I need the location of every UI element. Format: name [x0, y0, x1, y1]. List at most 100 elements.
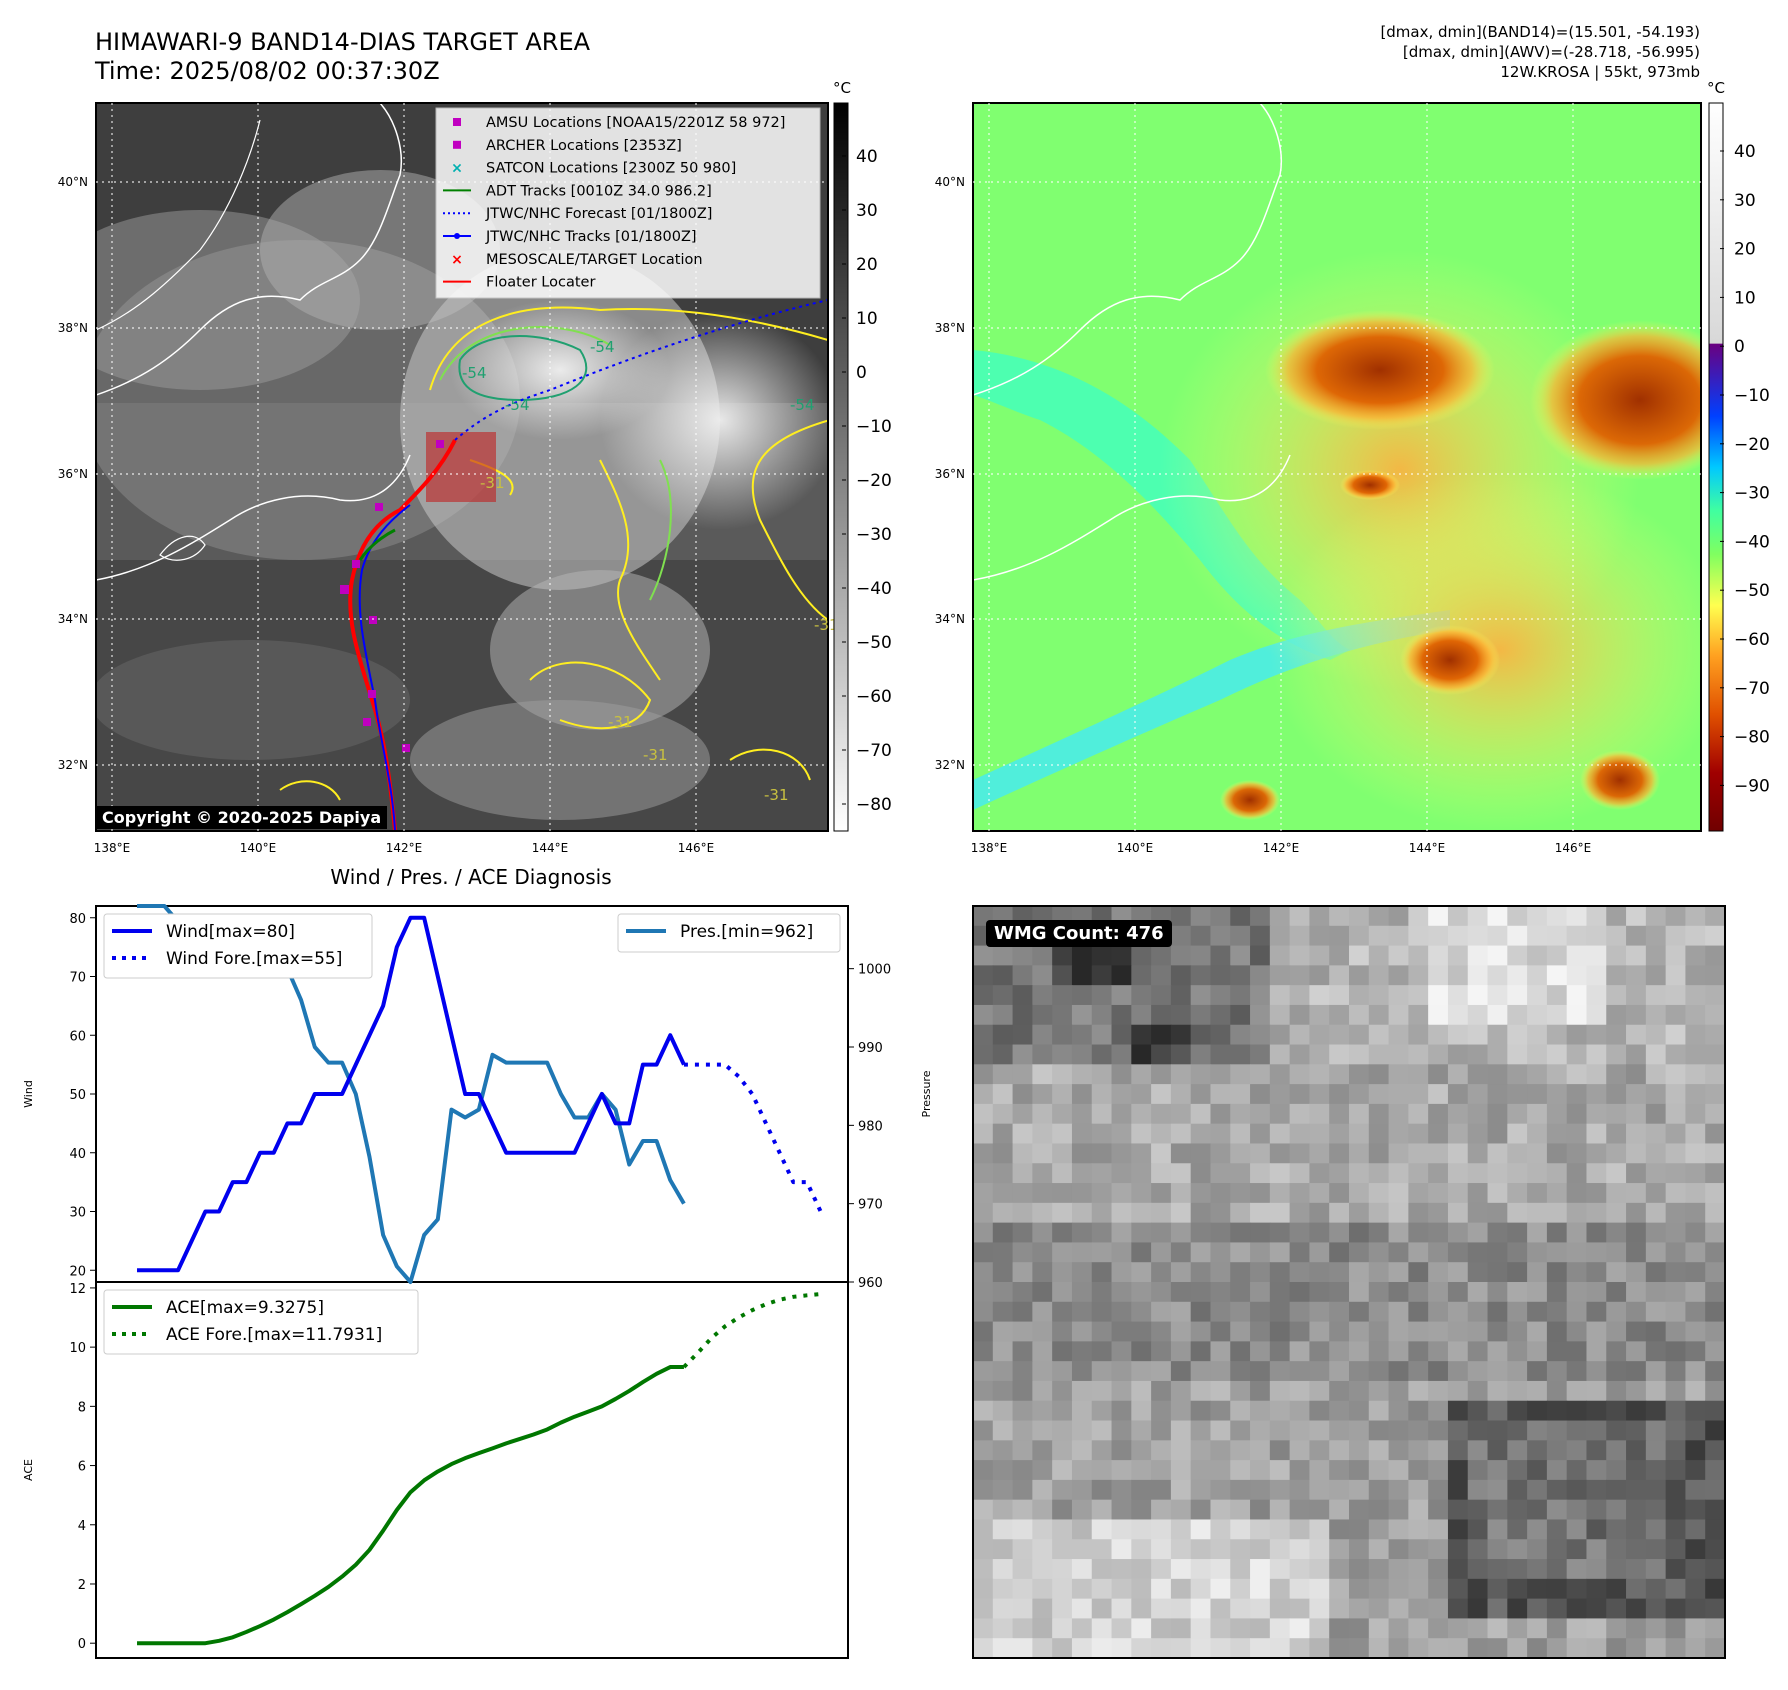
wmg-cell [1467, 1341, 1489, 1362]
wmg-cell [1250, 1598, 1271, 1620]
wmg-cell [1131, 1479, 1152, 1501]
wmg-cell [1645, 1618, 1667, 1639]
wind-tick-label: 50 [69, 1088, 86, 1103]
wmg-cell [1071, 1222, 1093, 1244]
wmg-cell [1052, 1262, 1073, 1283]
wmg-cell [1606, 1380, 1627, 1402]
wmg-cell [1447, 1618, 1469, 1639]
wmg-cell [1111, 1143, 1132, 1164]
wmg-cell [1685, 1420, 1706, 1441]
colorbar-tick-label: 20 [856, 255, 878, 275]
diagnosis-panel: Wind / Pres. / ACE Diagnosis Wind Pressu… [22, 865, 933, 1659]
wmg-cell [1586, 985, 1607, 1006]
wmg-cell [1507, 1143, 1528, 1164]
wmg-cell [1626, 1123, 1647, 1145]
wmg-cell [1269, 1222, 1291, 1244]
wmg-cell [1685, 1479, 1706, 1501]
wmg-cell [1467, 1499, 1489, 1521]
wmg-cell [1388, 906, 1409, 927]
wmg-cell [1151, 945, 1172, 966]
wmg-cell [1665, 965, 1687, 986]
wmg-cell [1250, 1064, 1271, 1085]
wmg-cell [1012, 1499, 1033, 1521]
wmg-cell [1487, 1578, 1508, 1600]
wmg-cell [1269, 965, 1291, 986]
wmg-cell [1388, 945, 1409, 966]
wmg-cell [1230, 1202, 1251, 1224]
wmg-cell [1408, 1578, 1429, 1600]
wmg-cell [1349, 1559, 1370, 1580]
wmg-cell [1190, 965, 1212, 986]
wmg-cell [1507, 1044, 1528, 1065]
wmg-cell [1467, 1242, 1489, 1263]
wmg-cell [1447, 1282, 1469, 1303]
wind-ylabel: Wind [22, 1080, 35, 1108]
wmg-cell [1111, 1559, 1132, 1580]
wmg-cell [1467, 1361, 1489, 1382]
wmg-cell [1012, 1163, 1033, 1184]
wmg-cell [1012, 1044, 1033, 1065]
wmg-cell [1190, 1559, 1212, 1580]
wmg-cell [1626, 1084, 1647, 1105]
wind-line [137, 915, 686, 1273]
wmg-cell [1428, 945, 1449, 966]
wmg-cell [1705, 1183, 1726, 1204]
wmg-cell [1210, 1559, 1231, 1580]
wmg-cell [973, 1519, 994, 1540]
wmg-cell [1428, 1638, 1449, 1659]
wmg-cell [1329, 1460, 1350, 1481]
wmg-cell [1428, 1103, 1449, 1125]
wmg-cell [1388, 1380, 1409, 1402]
wmg-cell [1071, 1064, 1093, 1085]
wmg-cell [1685, 906, 1706, 927]
wmg-cell [1111, 1282, 1132, 1303]
wmg-cell [1566, 1420, 1588, 1441]
contour-label: -31 [764, 786, 789, 804]
wmg-cell [1566, 1163, 1588, 1184]
wmg-cell [1032, 1440, 1053, 1461]
wmg-cell [1388, 1282, 1409, 1303]
wmg-cell [1645, 1123, 1667, 1145]
wmg-cell [1368, 1539, 1390, 1560]
wmg-cell [1269, 1084, 1291, 1105]
wmg-cell [1269, 1341, 1291, 1362]
wmg-cell [1052, 985, 1073, 1006]
wmg-cell [1269, 1163, 1291, 1184]
wmg-cell [1091, 1084, 1113, 1105]
ace-line [137, 1364, 684, 1646]
wmg-cell [1388, 1499, 1409, 1521]
wmg-cell [1052, 1321, 1073, 1342]
wmg-cell [1269, 1400, 1291, 1422]
legend-item-label: JTWC/NHC Tracks [01/1800Z] [485, 229, 697, 245]
wmg-cell [1368, 1598, 1390, 1620]
wmg-cell [1527, 1638, 1548, 1659]
lat-tick-label: 36°N [935, 467, 965, 481]
wmg-cell [1546, 1123, 1568, 1145]
wmg-cell [1388, 1539, 1409, 1560]
wmg-cell [1527, 1103, 1548, 1125]
wmg-cell [1586, 1004, 1607, 1026]
wmg-cell [1705, 1301, 1726, 1323]
ace-tick-label: 0 [78, 1637, 86, 1652]
wmg-cell [1309, 1598, 1330, 1620]
wmg-cell [1032, 1499, 1053, 1521]
wmg-cell [1151, 1044, 1172, 1065]
wmg-cell [1071, 1341, 1093, 1362]
wmg-cell [1190, 1064, 1212, 1085]
wmg-cell [1151, 1400, 1172, 1422]
wmg-cell [1467, 1004, 1489, 1026]
wmg-cell [1428, 1262, 1449, 1283]
pressure-tick-label: 960 [858, 1276, 883, 1291]
wmg-cell [1210, 906, 1231, 927]
wmg-cell [1527, 1479, 1548, 1501]
wmg-cell [1309, 1361, 1330, 1382]
wmg-cell [1091, 1519, 1113, 1540]
wmg-cell [973, 1024, 994, 1046]
wmg-cell [1507, 1361, 1528, 1382]
wmg-cell [1388, 1183, 1409, 1204]
wmg-cell [1052, 1024, 1073, 1046]
info-line1: [dmax, dmin](BAND14)=(15.501, -54.193) [1380, 23, 1700, 41]
wmg-cell [1151, 1499, 1172, 1521]
wmg-cell [1151, 1123, 1172, 1145]
wmg-cell [1447, 1638, 1469, 1659]
